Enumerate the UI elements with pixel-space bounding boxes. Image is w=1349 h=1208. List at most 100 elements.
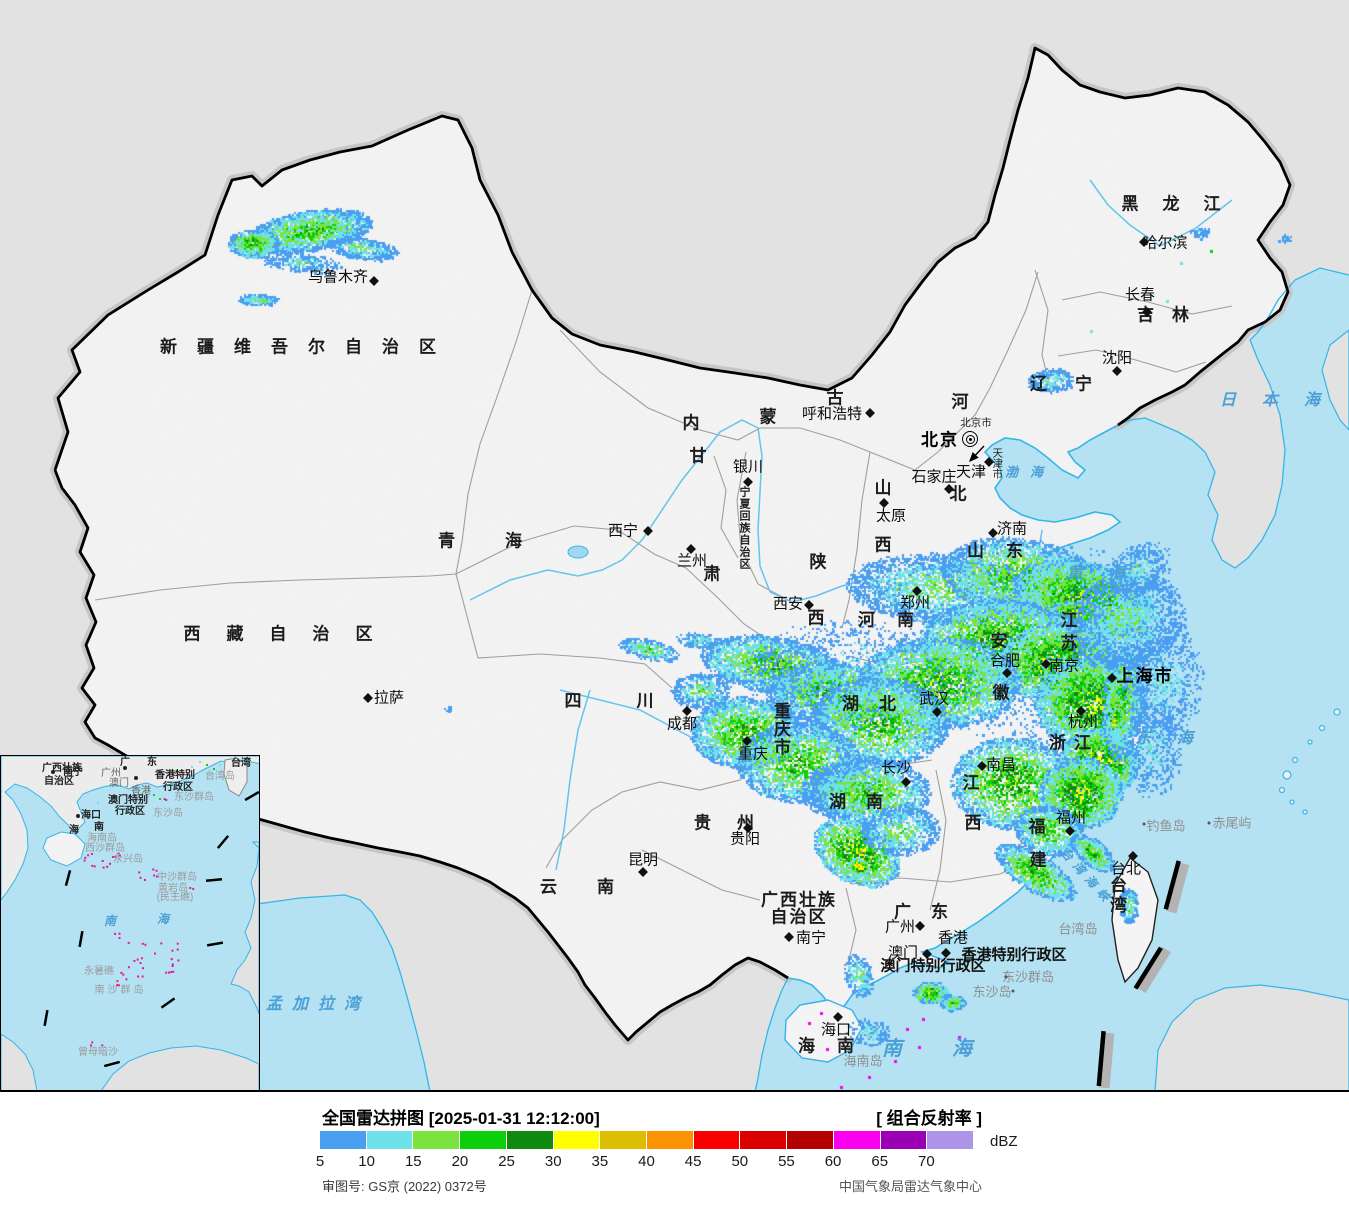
- inset-dynamic: [43, 761, 259, 1068]
- inset-mainland: [1, 756, 259, 901]
- inset-boundary-dash: [78, 930, 84, 948]
- legend-tick: 60: [824, 1153, 842, 1170]
- inset-boundary-dash: [206, 941, 224, 947]
- inset-malay: [1, 1033, 38, 1090]
- inset-radar-speck: [147, 796, 149, 798]
- inset-island-speck: [154, 952, 156, 955]
- legend-tick: 5: [315, 1153, 325, 1170]
- dbz-ticks: 5 10 15 20 25 30 35 40 45 50 55 60 65 70: [316, 1153, 1020, 1171]
- island-marker: [1011, 989, 1015, 993]
- inset-island-speck: [109, 862, 112, 865]
- inset-island-speck: [155, 869, 158, 872]
- inset-boundary-dash: [216, 835, 230, 849]
- inset-island-speck: [160, 942, 163, 945]
- inset-radar-speck: [209, 772, 211, 774]
- inset-boundary-dash: [103, 1060, 121, 1068]
- south-china-sea-inset: 广西壮族 自治区 南宁广东广州 香港特别 行政区 澳门 香港 澳门特别 行政区 台湾 台湾岛 东沙群岛…: [0, 755, 260, 1090]
- inset-boundary-dash: [205, 878, 223, 882]
- inset-radar-speck: [199, 761, 201, 763]
- inset-island-speck: [172, 970, 175, 973]
- inset-island-speck: [171, 949, 174, 952]
- inset-city-marker: [76, 814, 80, 818]
- inset-island-speck: [133, 959, 136, 962]
- legend-tick: 55: [778, 1153, 795, 1170]
- legend-swatch: [460, 1131, 506, 1149]
- tianjin-pointer-arrow: [969, 445, 985, 463]
- inset-island-speck: [139, 876, 142, 879]
- legend-tick: 20: [451, 1153, 469, 1170]
- inset-island-speck: [106, 865, 109, 868]
- inset-island-speck: [127, 966, 130, 969]
- inset-island-speck: [165, 799, 168, 801]
- inset-island-speck: [117, 852, 120, 855]
- legend-swatch: [740, 1131, 787, 1149]
- inset-island-speck: [176, 948, 179, 951]
- inset-island-speck: [118, 932, 121, 935]
- legend-swatch: [506, 1131, 553, 1149]
- legend-swatch: [366, 1131, 413, 1149]
- inset-island-speck: [144, 878, 146, 881]
- inset-radar-speck: [219, 764, 221, 766]
- inset-boundary-dash: [43, 1009, 49, 1027]
- inset-island-speck: [153, 874, 156, 877]
- legend-swatch: [693, 1131, 740, 1149]
- legend-tick: 10: [358, 1153, 375, 1170]
- inset-island-speck: [116, 980, 119, 983]
- inset-island-speck: [168, 971, 170, 974]
- inset-island-speck: [83, 859, 86, 862]
- island-marker: [1004, 975, 1008, 979]
- inset-island-speck: [171, 965, 174, 967]
- dbz-unit: dBZ: [990, 1133, 1018, 1150]
- credit-text: 中国气象局雷达气象中心: [838, 1179, 982, 1194]
- inset-island-speck: [84, 856, 87, 859]
- inset-island-speck: [93, 865, 96, 868]
- inset-boundary-dash: [64, 869, 72, 887]
- product-label: [ 组合反射率 ]: [876, 1109, 982, 1128]
- inset-island-speck: [152, 868, 155, 871]
- inset-island-speck: [90, 1044, 92, 1047]
- legend-swatch: [927, 1131, 974, 1149]
- inset-island-speck: [170, 971, 173, 973]
- legend-tick: 15: [404, 1153, 422, 1170]
- inset-island-speck: [144, 943, 147, 946]
- inset-island-speck: [142, 967, 144, 970]
- inset-city-marker: [123, 766, 127, 770]
- inset-island-speck: [137, 975, 140, 978]
- inset-island-speck: [138, 871, 141, 874]
- overlay-layer: [969, 445, 985, 463]
- map-title: 全国雷达拼图 [2025-01-31 12:12:00]: [322, 1109, 600, 1128]
- inset-island-speck: [141, 957, 143, 960]
- legend-swatch: [833, 1131, 880, 1149]
- capital-marker: [962, 431, 978, 447]
- inset-radar-speck: [97, 802, 99, 804]
- inset-island-speck: [127, 941, 130, 944]
- inset-island-speck: [141, 942, 144, 945]
- inset-radar-speck: [153, 794, 155, 796]
- inset-island-speck: [114, 855, 117, 858]
- inset-borneo: [101, 1045, 259, 1090]
- legend-tick: 65: [871, 1153, 889, 1170]
- legend-swatch: [880, 1131, 927, 1149]
- inset-boundary-dash: [160, 997, 176, 1009]
- inset-island-speck: [118, 937, 121, 940]
- inset-island-speck: [102, 866, 105, 869]
- legend-swatch: [647, 1131, 693, 1149]
- legend-swatch: [320, 1131, 366, 1149]
- inset-island-speck: [176, 942, 179, 945]
- inset-taiwan: [223, 757, 248, 797]
- inset-radar-speck: [159, 798, 161, 800]
- inset-island-speck: [125, 978, 128, 981]
- inset-island-speck: [101, 1044, 104, 1047]
- approval-number: 审图号: GS京 (2022) 0372号: [322, 1179, 487, 1194]
- inset-city-marker: [134, 776, 138, 780]
- inset-island-speck: [118, 854, 121, 857]
- inset-radar-speck: [206, 764, 208, 766]
- china-radar-map: 新疆维吾尔自治区 西藏自治区 青海 四川 云南 贵州 湖北 湖南 广东 海南 山东 河南 黑龙江 吉林 辽宁…: [0, 0, 1349, 1092]
- dbz-colorbar: [320, 1131, 974, 1149]
- inset-island-speck: [165, 971, 168, 974]
- legend-tick: 25: [498, 1153, 515, 1170]
- inset-radar-speck: [191, 766, 193, 768]
- inset-island-speck: [170, 958, 173, 961]
- legend-swatch: [413, 1131, 460, 1149]
